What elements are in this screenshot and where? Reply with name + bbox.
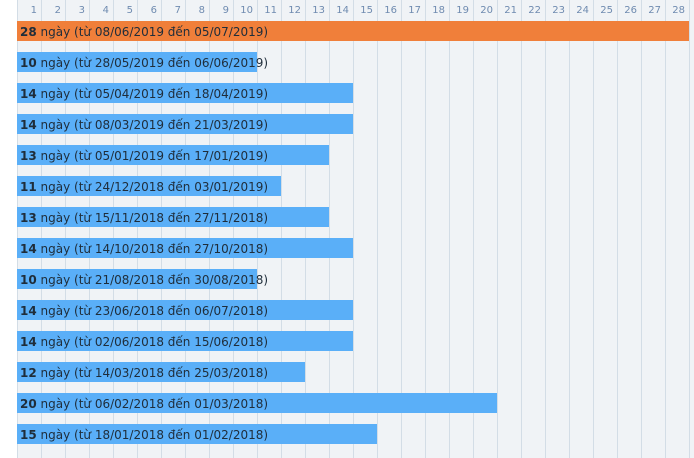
cycle-bar[interactable] [17,269,257,289]
x-tick-label: 19 [456,5,469,16]
cycle-bar[interactable] [17,114,353,134]
bar-value: 13 [20,149,37,163]
cycle-bar[interactable] [17,238,353,258]
x-tick-label: 26 [624,5,637,16]
cycle-bar[interactable] [17,145,329,165]
bar-date-range: ngày (từ 24/12/2018 đến 03/01/2019) [37,180,268,194]
bar-value: 12 [20,366,37,380]
cycle-bar[interactable] [17,83,353,103]
bar-value: 20 [20,397,37,411]
bar-date-range: ngày (từ 18/01/2018 đến 01/02/2018) [37,428,268,442]
bar-label: 11 ngày (từ 24/12/2018 đến 03/01/2019) [20,180,268,194]
x-tick-label: 28 [672,5,685,16]
x-tick-label: 14 [336,5,349,16]
bar-label: 14 ngày (từ 02/06/2018 đến 15/06/2018) [20,335,268,349]
x-tick-label: 10 [240,5,253,16]
x-tick-label: 11 [264,5,277,16]
x-tick-label: 20 [480,5,493,16]
bar-date-range: ngày (từ 05/01/2019 đến 17/01/2019) [37,149,268,163]
x-tick-label: 5 [127,5,133,16]
x-tick-label: 13 [312,5,325,16]
bar-value: 10 [20,56,37,70]
bar-date-range: ngày (từ 23/06/2018 đến 06/07/2018) [37,304,268,318]
x-tick-label: 22 [528,5,541,16]
bar-value: 14 [20,304,37,318]
x-tick-label: 2 [55,5,61,16]
x-tick-label: 16 [384,5,397,16]
x-tick-label: 24 [576,5,589,16]
x-tick-label: 9 [223,5,229,16]
bar-value: 14 [20,118,37,132]
bar-value: 28 [20,25,37,39]
x-tick-label: 17 [408,5,421,16]
bar-date-range: ngày (từ 08/03/2019 đến 21/03/2019) [37,118,268,132]
cycle-bar[interactable] [17,331,353,351]
x-tick-label: 18 [432,5,445,16]
bar-value: 10 [20,273,37,287]
cycle-bar[interactable] [17,52,257,72]
bar-label: 14 ngày (từ 23/06/2018 đến 06/07/2018) [20,304,268,318]
bar-label: 15 ngày (từ 18/01/2018 đến 01/02/2018) [20,428,268,442]
bar-value: 11 [20,180,37,194]
bar-value: 14 [20,87,37,101]
x-tick-label: 3 [79,5,85,16]
bar-label: 20 ngày (từ 06/02/2018 đến 01/03/2018) [20,397,268,411]
bar-label: 14 ngày (từ 05/04/2019 đến 18/04/2019) [20,87,268,101]
cycle-bar[interactable] [17,300,353,320]
x-tick-label: 27 [648,5,661,16]
bar-value: 14 [20,335,37,349]
bar-label: 10 ngày (từ 21/08/2018 đến 30/08/2018) [20,273,268,287]
bar-label: 13 ngày (từ 05/01/2019 đến 17/01/2019) [20,149,268,163]
cycle-bar[interactable] [17,424,377,444]
bar-date-range: ngày (từ 28/05/2019 đến 06/06/2019) [37,56,268,70]
x-tick-label: 8 [199,5,205,16]
bar-date-range: ngày (từ 15/11/2018 đến 27/11/2018) [37,211,268,225]
bar-date-range: ngày (từ 21/08/2018 đến 30/08/2018) [37,273,268,287]
x-axis-ticks: 1 2 3 4 5 6 7 8 9 10 11 12 13 14 15 16 17 18 19 20 21 22 23 24 2… [31,5,685,16]
bar-label: 14 ngày (từ 14/10/2018 đến 27/10/2018) [20,242,268,256]
x-tick-label: 23 [552,5,565,16]
x-tick-label: 21 [504,5,517,16]
bar-date-range: ngày (từ 02/06/2018 đến 15/06/2018) [37,335,268,349]
bar-value: 13 [20,211,37,225]
bar-label: 12 ngày (từ 14/03/2018 đến 25/03/2018) [20,366,268,380]
bar-date-range: ngày (từ 08/06/2019 đến 05/07/2019) [37,25,268,39]
x-tick-label: 6 [151,5,157,16]
bar-value: 15 [20,428,37,442]
cycle-bar[interactable] [17,176,281,196]
bar-label: 13 ngày (từ 15/11/2018 đến 27/11/2018) [20,211,268,225]
bar-date-range: ngày (từ 05/04/2019 đến 18/04/2019) [37,87,268,101]
cycle-bar[interactable] [17,207,329,227]
x-tick-label: 4 [103,5,109,16]
bar-label: 10 ngày (từ 28/05/2019 đến 06/06/2019) [20,56,268,70]
x-tick-label: 12 [288,5,301,16]
bar-label: 28 ngày (từ 08/06/2019 đến 05/07/2019) [20,25,268,39]
bar-date-range: ngày (từ 06/02/2018 đến 01/03/2018) [37,397,268,411]
cycle-bar[interactable] [17,362,305,382]
cycle-bar[interactable] [17,393,497,413]
x-tick-label: 25 [600,5,613,16]
bar-label: 14 ngày (từ 08/03/2019 đến 21/03/2019) [20,118,268,132]
bars: 28 ngày (từ 08/06/2019 đến 05/07/2019) 10… [17,21,689,444]
x-tick-label: 7 [175,5,181,16]
bar-value: 14 [20,242,37,256]
current-cycle-bar[interactable] [17,21,689,41]
bar-date-range: ngày (từ 14/10/2018 đến 27/10/2018) [37,242,268,256]
bar-date-range: ngày (từ 14/03/2018 đến 25/03/2018) [37,366,268,380]
x-tick-label: 15 [360,5,373,16]
x-tick-label: 1 [31,5,37,16]
